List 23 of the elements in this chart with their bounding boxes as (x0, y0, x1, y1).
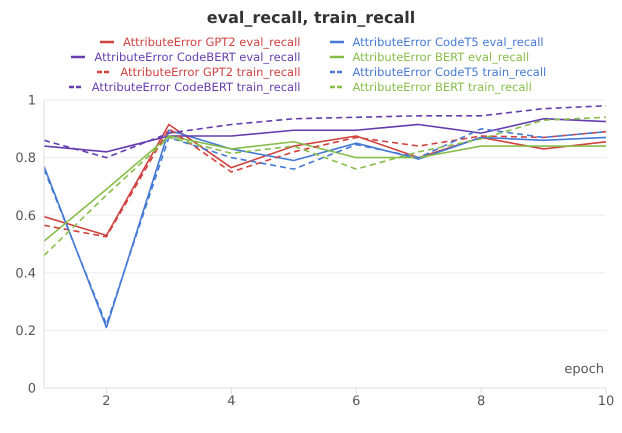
legend-label: AttributeError GPT2 train_recall (120, 65, 300, 79)
y-tick-label: 1 (28, 94, 36, 109)
legend-label: AttributeError CodeT5 eval_recall (352, 35, 544, 49)
x-tick-label: 6 (352, 394, 360, 410)
y-tick-label: 0.6 (15, 208, 36, 224)
legend-label: AttributeError BERT train_recall (352, 80, 532, 94)
legend-label: AttributeError CodeBERT eval_recall (94, 50, 300, 64)
chart-title: eval_recall, train_recall (206, 8, 416, 27)
x-tick-label: 4 (227, 394, 236, 410)
legend-label: AttributeError CodeT5 train_recall (352, 65, 546, 79)
y-tick-label: 0.8 (15, 151, 36, 166)
x-axis-title: epoch (564, 362, 604, 378)
line-series (44, 116, 606, 256)
y-tick-label: 0 (28, 382, 36, 397)
x-tick-label: 8 (476, 394, 486, 410)
line-series (44, 104, 606, 158)
y-tick-label: 0.2 (15, 324, 36, 340)
legend-label: AttributeError BERT eval_recall (352, 50, 530, 64)
x-tick-label: 10 (598, 394, 614, 410)
y-tick-label: 0.4 (15, 266, 36, 282)
x-tick-label: 2 (102, 394, 111, 410)
legend-label: AttributeError GPT2 eval_recall (123, 35, 300, 49)
legend-label: AttributeError CodeBERT train_recall (92, 80, 300, 94)
